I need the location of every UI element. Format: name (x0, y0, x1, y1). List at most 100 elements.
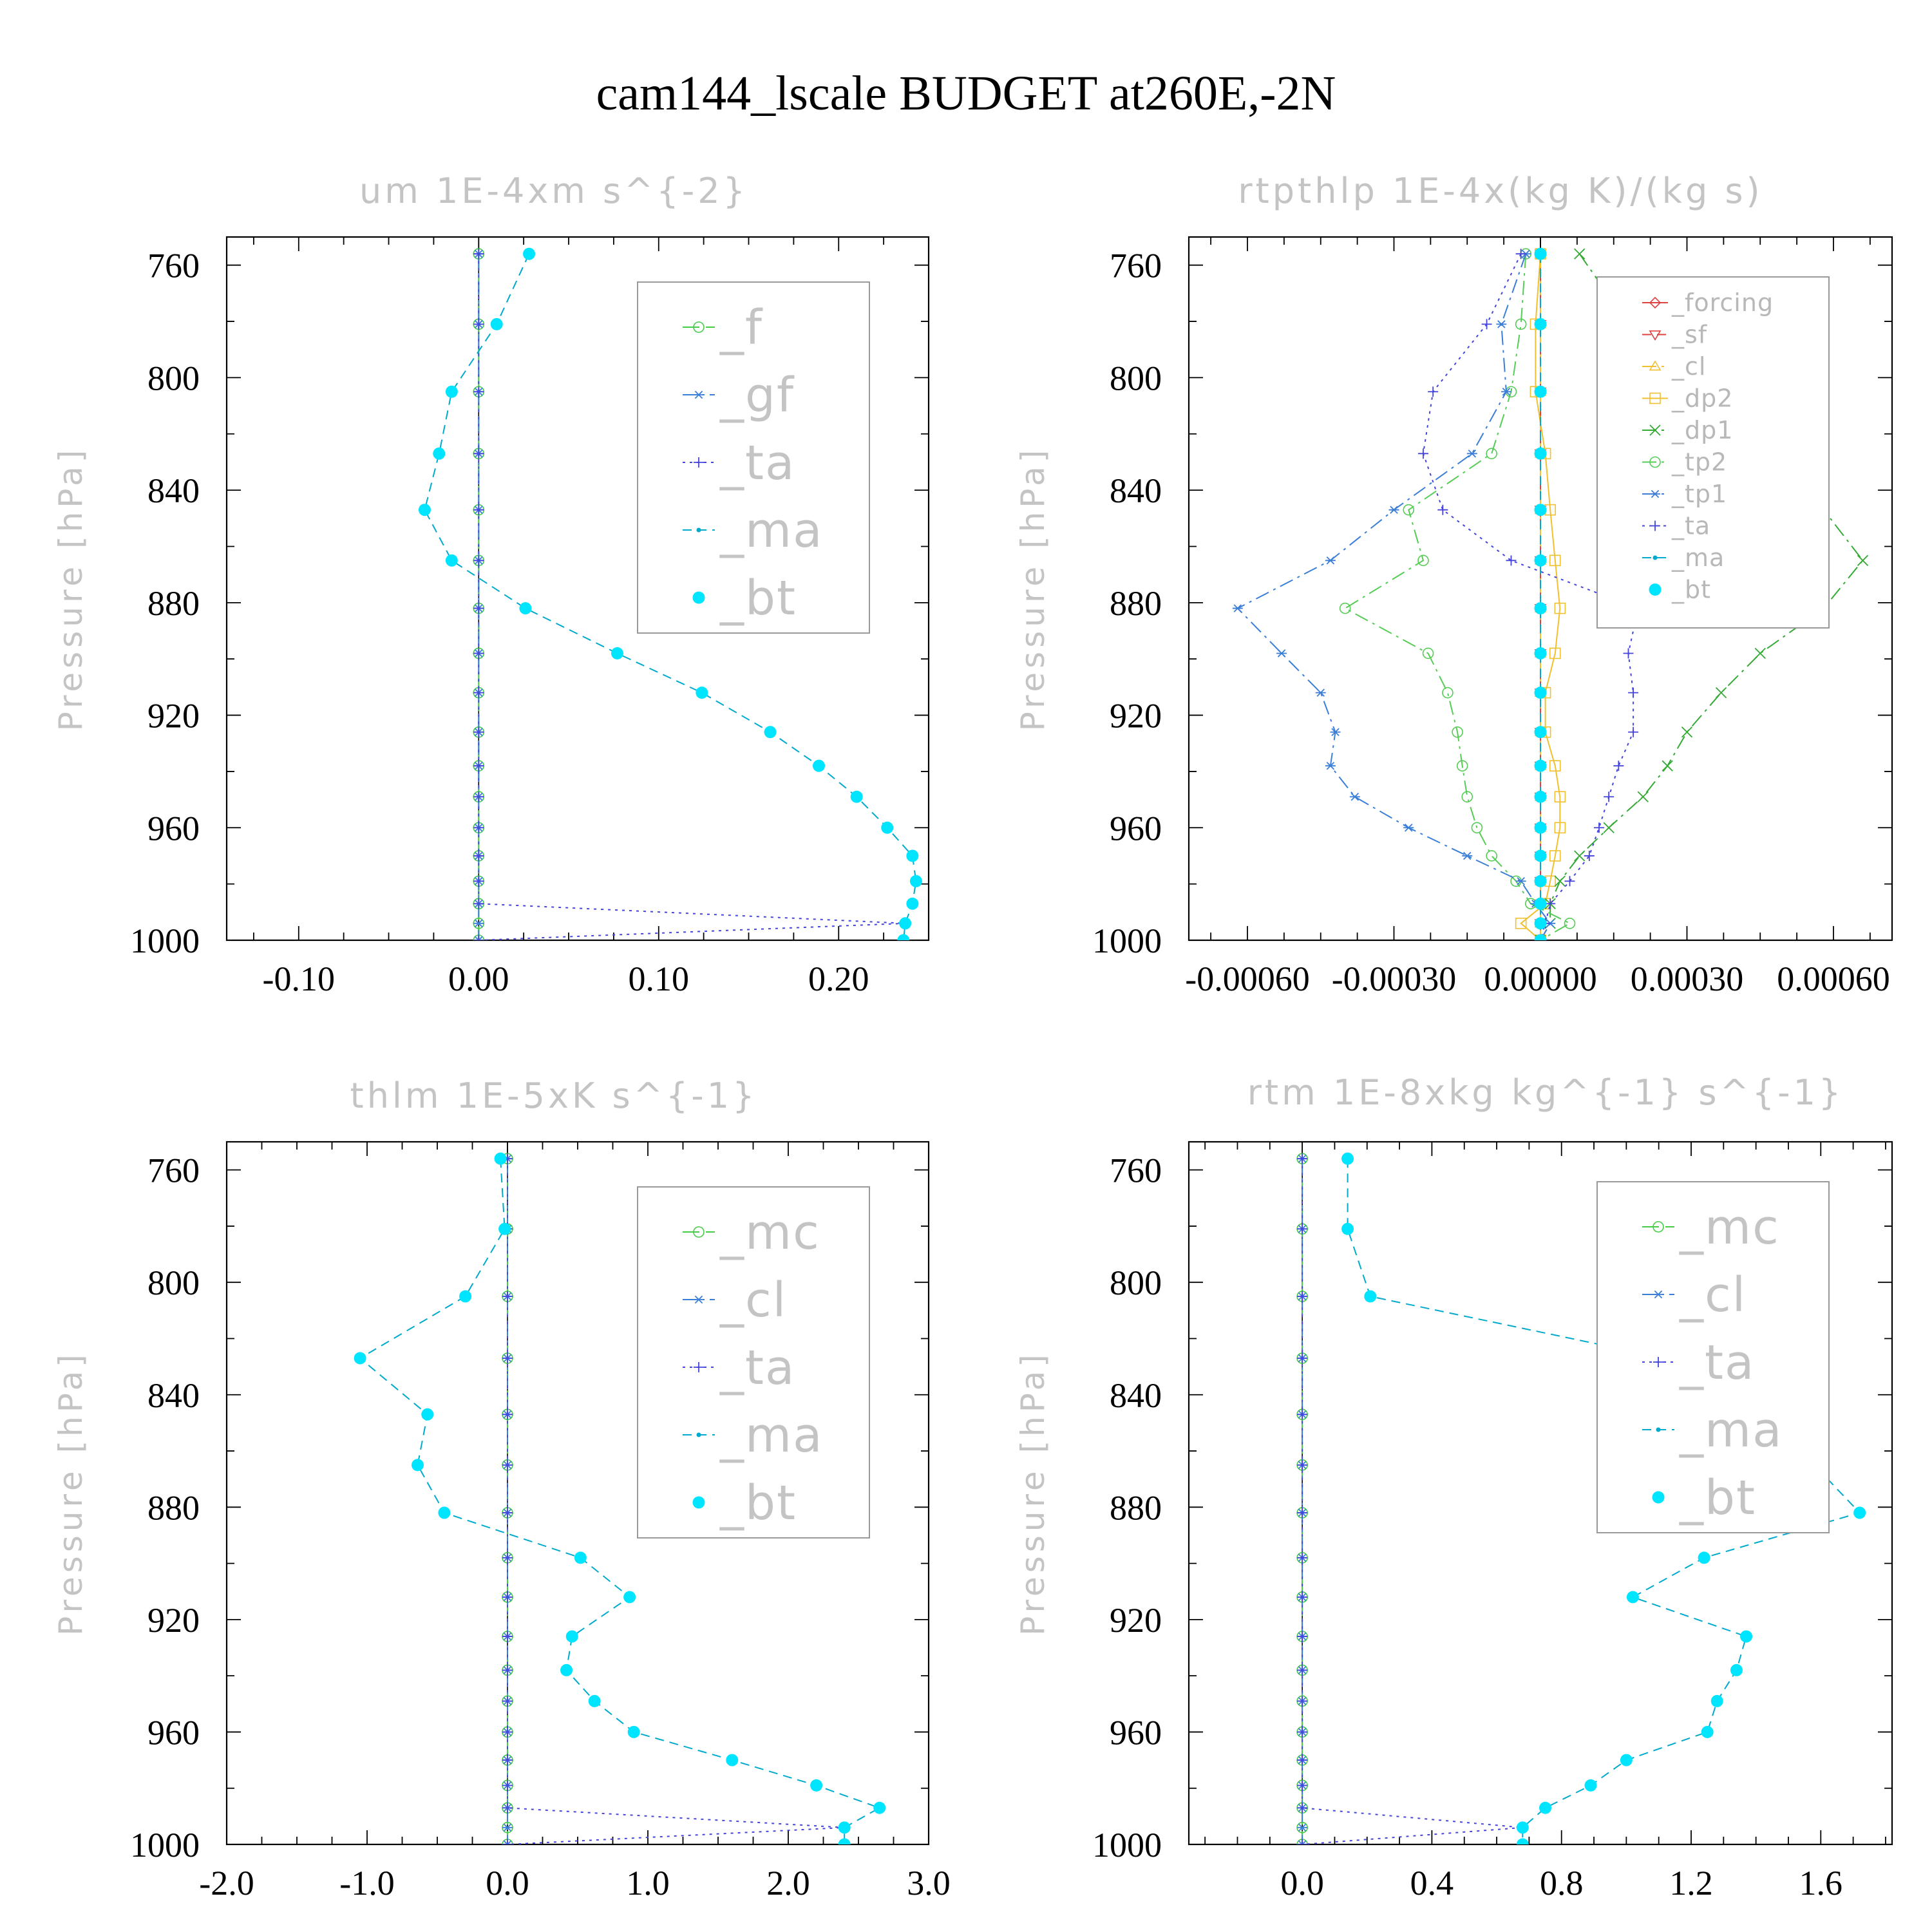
series-point-ta (473, 822, 484, 833)
y-tick-label: 920 (147, 1601, 200, 1640)
legend-marker-bt (692, 1496, 705, 1509)
series-point-dp1 (1603, 822, 1615, 833)
series-point-bt (906, 897, 919, 910)
series-point-ta (473, 898, 484, 909)
series-point-tp1 (1325, 556, 1336, 565)
series-point-bt (726, 1754, 739, 1766)
series-point-ta (1428, 386, 1439, 397)
series-point-ta (502, 1459, 513, 1470)
series-point-bt (418, 504, 431, 516)
series-point-ta (502, 1803, 513, 1814)
series-point-ta (502, 1631, 513, 1642)
legend-label-ta: _ta (1679, 1335, 1755, 1390)
legend-marker-bt (1649, 583, 1662, 596)
y-tick-label: 760 (1110, 247, 1162, 285)
series-point-tp2 (1339, 602, 1351, 614)
x-tick-label: 1.0 (626, 1864, 670, 1902)
series-point-ta (473, 386, 484, 397)
series-point-bt (838, 1821, 851, 1834)
series-point-bt (1534, 647, 1547, 659)
series-point-bt (433, 447, 446, 460)
series-point-bt (1626, 1591, 1639, 1604)
series-point-dp2 (1549, 760, 1561, 772)
x-tick-label: 0.0 (486, 1864, 529, 1902)
y-tick-label: 960 (147, 809, 200, 848)
legend: _mc _cl _ta _ma _bt (637, 1186, 870, 1539)
series-point-bt (897, 934, 910, 940)
legend-label-tp2: _tp2 (1671, 448, 1727, 477)
series-point-ta (473, 319, 484, 330)
legend-label-gf: _gf (719, 368, 795, 423)
y-tick-label: 800 (147, 359, 200, 397)
series-point-dp2 (1554, 602, 1566, 614)
series-point-ta (502, 1780, 513, 1791)
y-tick-label: 840 (147, 471, 200, 510)
series-point-bt (523, 247, 536, 260)
y-tick-label: 840 (1110, 1376, 1162, 1415)
y-tick-label: 800 (147, 1264, 200, 1302)
series-point-tp2 (1471, 822, 1483, 834)
series-point-bt (1534, 849, 1547, 862)
legend-marker-ta (1653, 1357, 1663, 1367)
legend-box (637, 281, 870, 634)
legend-marker-ma (1656, 1427, 1661, 1432)
legend-marker-bt (1652, 1491, 1665, 1504)
series-point-cl (502, 1840, 513, 1844)
y-tick-label: 920 (1110, 697, 1162, 735)
legend-label-mc: _mc (719, 1205, 820, 1260)
plot-frame (1188, 1141, 1893, 1846)
series-point-ta (1297, 1153, 1308, 1164)
series-point-bt (1516, 1821, 1529, 1834)
legend-label-bt: _bt (1679, 1470, 1756, 1526)
series-point-bt (1730, 1663, 1743, 1676)
series-point-tp2 (1456, 760, 1468, 772)
series-point-dp1 (1574, 850, 1586, 862)
series-point-bt (494, 1152, 507, 1165)
series-point-bt (498, 1222, 511, 1235)
series-line-tp1 (1236, 253, 1551, 940)
series-point-bt (1584, 1779, 1597, 1792)
series-point-tp1 (1232, 604, 1243, 612)
series-point-tp1 (1403, 824, 1414, 832)
series-point-tp1 (1276, 649, 1287, 658)
series-point-ta (473, 648, 484, 659)
series-point-bt (906, 849, 919, 862)
series-point-gf (473, 936, 484, 940)
legend-label-dp2: _dp2 (1671, 384, 1733, 413)
series-point-dp1 (1857, 554, 1869, 566)
panel-title: rtm 1E-8xkg kg^{-1} s^{-1} (1247, 1072, 1844, 1113)
legend-marker-ma (696, 527, 701, 533)
series-point-tp1 (1462, 851, 1473, 860)
series-point-ta (1297, 1353, 1308, 1364)
legend: _f _gf _ta _ma _bt (637, 281, 870, 634)
y-tick-label: 760 (1110, 1151, 1162, 1190)
series-point-bt (1740, 1630, 1753, 1643)
chart-panel-2: rtpthlp 1E-4x(kg K)/(kg s) Pressure [hPa]… (1014, 171, 1893, 998)
series-point-ta (1297, 1291, 1308, 1302)
y-tick-label: 760 (147, 247, 200, 285)
x-tick-label: 0.20 (808, 960, 869, 998)
legend-marker-forcing (1649, 296, 1662, 309)
legend-label-tp1: _tp1 (1671, 480, 1727, 508)
series-point-ta (1623, 648, 1634, 659)
series-point-bt (1364, 1290, 1377, 1303)
series-point-bt (909, 875, 922, 887)
series-point-bt (810, 1779, 823, 1792)
series-point-ta (502, 1727, 513, 1738)
y-tick-label: 840 (147, 1376, 200, 1415)
y-tick-label: 760 (147, 1151, 200, 1190)
series-point-ta (1515, 249, 1526, 260)
series-point-tp1 (1325, 761, 1336, 770)
legend-box (1596, 276, 1830, 629)
series-point-bt (1534, 897, 1547, 910)
series-line-dp1 (1540, 253, 1864, 940)
series-point-bt (490, 317, 503, 330)
series-point-ta (1297, 1665, 1308, 1676)
legend-label-dp1: _dp1 (1671, 416, 1733, 444)
legend-marker-mc (1653, 1221, 1664, 1233)
series-point-ta (1613, 761, 1624, 772)
chart-panel-4: rtm 1E-8xkg kg^{-1} s^{-1} Pressure [hPa]… (1014, 1072, 1893, 1902)
series-point-bt (1698, 1551, 1710, 1564)
series-point-ta (502, 1552, 513, 1563)
